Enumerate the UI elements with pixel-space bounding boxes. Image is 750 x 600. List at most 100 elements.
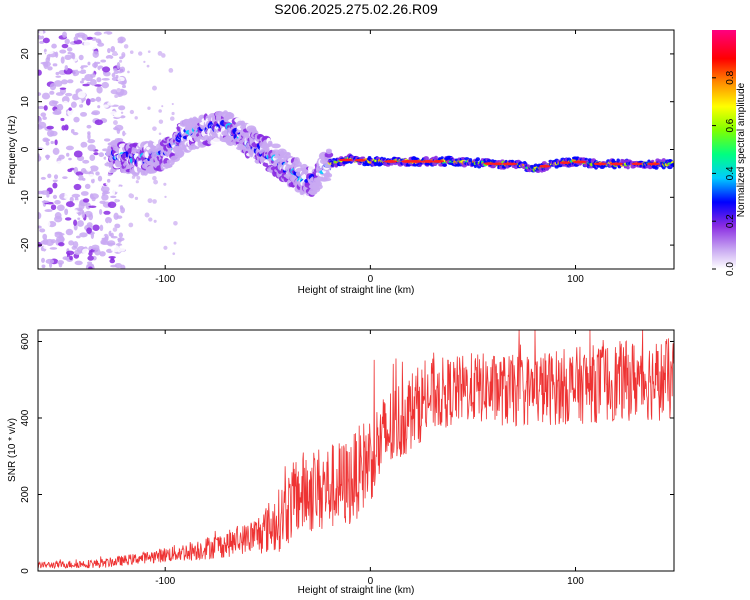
spectrogram-cell xyxy=(78,202,85,210)
spectrogram-cell xyxy=(64,54,72,61)
colorbar-ticks: 0.0 0.2 0.4 0.6 0.8 xyxy=(712,70,736,276)
spectrogram-cell xyxy=(226,112,235,120)
spectrogram-cell xyxy=(100,239,107,245)
spectrogram-cell xyxy=(103,104,109,108)
spectrogram-cell xyxy=(75,171,84,176)
spectrogram-cell xyxy=(52,194,58,200)
spectrogram-peak xyxy=(407,160,424,163)
spectrogram-cell xyxy=(161,105,164,108)
spectrogram-cell xyxy=(105,216,112,224)
snr-y-tick-label: 600 xyxy=(20,333,31,350)
spectrogram-cell xyxy=(38,35,45,40)
spectrogram-cell xyxy=(91,244,100,251)
spectrogram-cell xyxy=(73,183,82,191)
spectrogram-cell xyxy=(87,132,91,141)
spectrogram-cell xyxy=(168,68,174,73)
spectrogram-cell xyxy=(64,217,72,221)
spectrogram-cell xyxy=(134,116,138,120)
spectrogram-cell xyxy=(65,92,73,97)
spectrogram-cell xyxy=(651,159,655,163)
spectrogram-cell xyxy=(55,160,65,166)
spectrogram-peak xyxy=(421,160,435,163)
spectrogram-cell xyxy=(71,193,81,198)
spectrogram-cell xyxy=(326,150,332,155)
spectrogram-cell xyxy=(119,245,126,252)
spectrogram-cell xyxy=(87,173,96,180)
spectrogram-peak xyxy=(432,160,445,163)
spectrogram-cell xyxy=(65,250,75,256)
spectrogram-cell xyxy=(38,58,45,63)
spectrogram-cell xyxy=(73,150,83,158)
spectrogram-cell xyxy=(158,132,162,136)
spectrogram-cell xyxy=(118,105,126,111)
spectrogram-cell xyxy=(77,91,86,99)
spectrogram-cell xyxy=(147,198,153,204)
spectrogram-cell xyxy=(82,198,90,203)
spectrogram-cell xyxy=(321,177,332,182)
spectrogram-cell xyxy=(80,141,88,148)
snr-frame xyxy=(37,329,675,572)
spectrogram-cell xyxy=(39,30,44,37)
spectrogram-cell xyxy=(81,177,86,181)
snr-x-tick-label: -100 xyxy=(155,576,175,587)
spectrogram-x-tick-label: 100 xyxy=(567,274,584,285)
spectrogram-y-tick-label: 0 xyxy=(20,146,31,152)
spectrogram-cell xyxy=(52,110,62,115)
spectrogram-cell xyxy=(486,159,492,163)
spectrogram-cell xyxy=(73,219,78,226)
colorbar-tick-label: 0.4 xyxy=(725,166,736,180)
spectrogram-cell xyxy=(97,175,103,182)
snr-panel: -100 0 100 0 200 400 600 Height of straight l… xyxy=(7,329,675,596)
spectrogram-cell xyxy=(119,205,124,210)
spectrogram-cell xyxy=(41,200,50,204)
spectrogram-marks xyxy=(38,30,674,269)
spectrogram-cell xyxy=(38,121,47,129)
spectrogram-cell xyxy=(170,116,175,121)
spectrogram-cell xyxy=(99,224,104,232)
spectrogram-cell xyxy=(38,225,42,229)
spectrogram-cell xyxy=(96,86,103,94)
spectrogram-cell xyxy=(157,51,163,56)
spectrogram-cell xyxy=(41,257,45,263)
spectrogram-cell xyxy=(120,111,124,114)
spectrogram-cell xyxy=(122,51,125,55)
spectrogram-cell xyxy=(153,179,159,185)
spectrogram-cell xyxy=(129,109,135,115)
spectrogram-cell xyxy=(97,42,105,47)
spectrogram-peak xyxy=(572,160,587,164)
spectrogram-cell xyxy=(56,204,65,211)
spectrogram-cell xyxy=(69,60,76,67)
spectrogram-cell xyxy=(72,209,78,213)
spectrogram-cell xyxy=(114,94,119,99)
spectrogram-cell xyxy=(178,149,185,158)
spectrogram-cell xyxy=(87,261,93,265)
spectrogram-cell xyxy=(89,106,98,112)
spectrogram-cell xyxy=(42,61,51,67)
spectrogram-cell xyxy=(113,120,118,126)
spectrogram-cell xyxy=(76,220,84,227)
spectrogram-cell xyxy=(69,196,74,203)
spectrogram-cell xyxy=(153,219,157,223)
spectrogram-cell xyxy=(111,76,120,81)
spectrogram-peak xyxy=(559,161,571,165)
spectrogram-cell xyxy=(66,177,72,181)
spectrogram-cell xyxy=(124,132,127,135)
spectrogram-cell xyxy=(78,54,84,61)
spectrogram-cell xyxy=(80,111,88,117)
spectrogram-cell xyxy=(66,152,70,157)
spectrogram-cell xyxy=(138,51,143,56)
spectrogram-cell xyxy=(52,179,59,183)
spectrogram-cell xyxy=(87,144,96,152)
spectrogram-cell xyxy=(41,264,46,269)
spectrogram-cell xyxy=(75,235,81,239)
spectrogram-cell xyxy=(67,109,75,117)
spectrogram-cell xyxy=(52,33,60,39)
spectrogram-cell xyxy=(61,43,69,49)
spectrogram-cell xyxy=(442,163,448,167)
spectrogram-x-ticks: -100 0 100 xyxy=(155,30,584,285)
spectrogram-cell xyxy=(61,222,68,227)
spectrogram-cell xyxy=(99,68,104,75)
spectrogram-cell xyxy=(440,156,444,160)
spectrogram-cell xyxy=(41,250,45,256)
spectrogram-cell xyxy=(332,158,336,161)
